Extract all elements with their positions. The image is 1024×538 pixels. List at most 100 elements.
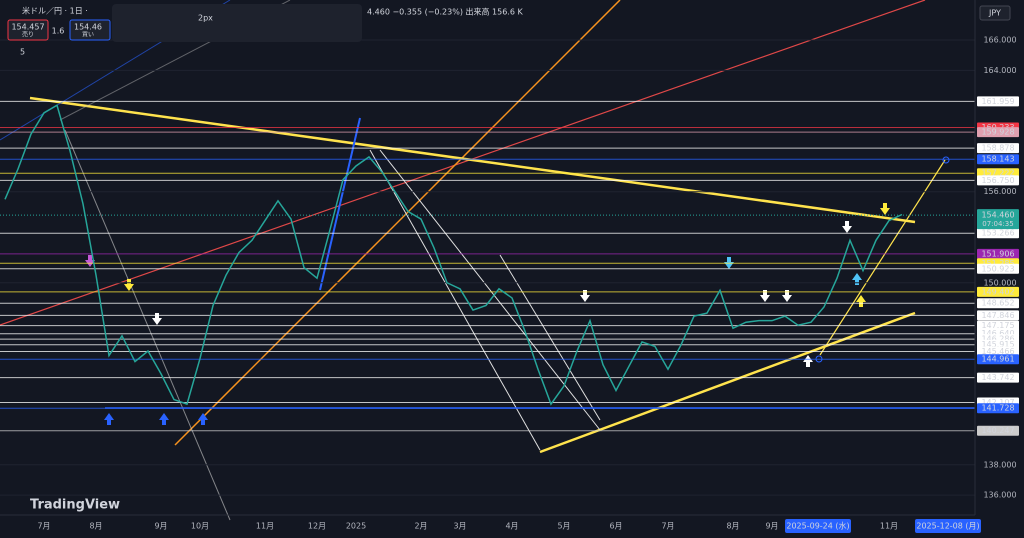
- price-line: [4, 104, 903, 406]
- price-level-tag: [977, 248, 1019, 259]
- sell-label: 売り: [22, 31, 34, 39]
- arrow: [856, 295, 866, 307]
- price-level-tag: [977, 403, 1019, 414]
- price-level-label: 141.728: [981, 404, 1014, 413]
- x-tick-label: 9月: [765, 522, 778, 531]
- arrow: [198, 413, 208, 425]
- buy-price: 154.46: [74, 23, 102, 32]
- x-tick-label: 11月: [256, 522, 274, 531]
- countdown: 07:04:35: [982, 220, 1013, 228]
- price-level-label: 147.175: [981, 321, 1014, 330]
- price-level-tag: [977, 175, 1019, 186]
- price-level-label: 157.222: [981, 169, 1014, 178]
- price-level-tag: [977, 372, 1019, 383]
- indicator: 5: [20, 48, 25, 57]
- price-level-label: 142.107: [981, 398, 1014, 407]
- price-level-tag: [977, 143, 1019, 154]
- channel-line: [369, 149, 541, 451]
- drawings: [0, 0, 975, 521]
- price-level-tag: [977, 425, 1019, 436]
- x-tick-label: 7月: [37, 522, 50, 531]
- price-level-label: 159.928: [981, 128, 1014, 137]
- x-tick-label: 7月: [661, 522, 674, 531]
- symbol: 米ドル／円 · 1日 ·: [22, 6, 88, 16]
- y-tick-label: 156.000: [983, 187, 1016, 196]
- arrow: [803, 355, 813, 367]
- x-tick-label: 4月: [505, 522, 518, 531]
- price-level-tag: [977, 310, 1019, 321]
- price-level-label: 144.961: [981, 355, 1014, 364]
- buy-label: 買い: [82, 32, 94, 39]
- spread: 1.6: [52, 27, 65, 36]
- price-level-label: 146.286: [981, 335, 1014, 344]
- price-level-label: 153.266: [981, 229, 1014, 238]
- price-level-label: 149.402: [981, 287, 1014, 296]
- x-tick-label: 11月: [880, 522, 898, 531]
- y-tick-label: 164.000: [983, 66, 1016, 75]
- arrow: [852, 273, 862, 285]
- last-price-label: 154.460: [981, 211, 1014, 220]
- price-level-tag: [977, 228, 1019, 239]
- time-highlight-tag: [785, 519, 851, 533]
- price-level-tag: [977, 127, 1019, 138]
- price-level-tag: [977, 346, 1019, 357]
- sell-button[interactable]: [7, 19, 49, 41]
- logo: TradingView: [30, 498, 120, 513]
- trend-line: [174, 0, 621, 446]
- price-level-label: 158.143: [981, 155, 1014, 164]
- price-level-label: 151.906: [981, 249, 1014, 258]
- quote: 4.460 −0.355 (−0.23%) 出来高 156.6 K: [367, 7, 523, 17]
- arrow: [760, 290, 770, 302]
- trend-line: [539, 311, 916, 454]
- arrow: [152, 313, 162, 325]
- arrow: [580, 290, 590, 302]
- time-highlight-label: 2025-12-08 (月): [916, 522, 979, 531]
- price-level-tag: [977, 320, 1019, 331]
- arrow: [104, 413, 114, 425]
- sell-price: 154.457: [11, 23, 44, 32]
- price-level-label: 156.750: [981, 176, 1014, 185]
- channel-line: [64, 129, 231, 521]
- arrow: [842, 221, 852, 233]
- trend-line: [819, 159, 946, 356]
- trend-line: [0, 0, 926, 326]
- price-level-label: 145.915: [981, 340, 1014, 349]
- y-tick-label: 138.000: [983, 460, 1016, 469]
- last-price-tag: [977, 209, 1019, 230]
- stroke-width[interactable]: 2px: [198, 14, 213, 23]
- price-level-label: 161.959: [981, 97, 1014, 106]
- channel-line: [379, 149, 601, 431]
- y-tick-label: 136.000: [983, 491, 1016, 500]
- price-level-label: 140.247: [981, 426, 1014, 435]
- arrow: [85, 255, 95, 267]
- price-level-tag: [977, 96, 1019, 107]
- buy-button[interactable]: [69, 19, 111, 41]
- x-tick-label: 3月: [453, 522, 466, 531]
- price-level-label: 148.652: [981, 299, 1014, 308]
- price-level-tag: [977, 154, 1019, 165]
- handle: [942, 156, 950, 164]
- price-level-label: 150.923: [981, 264, 1014, 273]
- arrow: [159, 413, 169, 425]
- time-highlight-tag: [915, 519, 981, 533]
- x-tick-label: 8月: [89, 522, 102, 531]
- x-tick-label: 2025: [346, 522, 366, 531]
- arrow: [880, 203, 890, 215]
- x-tick-label: 5月: [557, 522, 570, 531]
- price-level-label: 143.742: [981, 373, 1014, 382]
- price-level-tag: [977, 354, 1019, 365]
- price-level-label: 151.285: [981, 259, 1014, 268]
- axes: 136.000 138.000 150.000 156.000 164.000 166.0…: [37, 36, 1019, 533]
- price-level-tag: [977, 286, 1019, 297]
- x-tick-label: 8月: [726, 522, 739, 531]
- arrow: [782, 290, 792, 302]
- price-level-tag: [977, 298, 1019, 309]
- x-tick-label: 2月: [414, 522, 427, 531]
- header: 米ドル／円 · 1日 · 154.457 売り 1.6 154.46 買い 5 …: [7, 4, 1011, 513]
- y-tick-label: 150.000: [983, 278, 1016, 287]
- x-tick-label: 6月: [609, 522, 622, 531]
- currency-box[interactable]: [979, 5, 1011, 21]
- arrow: [124, 279, 134, 291]
- x-tick-label: 10月: [191, 522, 209, 531]
